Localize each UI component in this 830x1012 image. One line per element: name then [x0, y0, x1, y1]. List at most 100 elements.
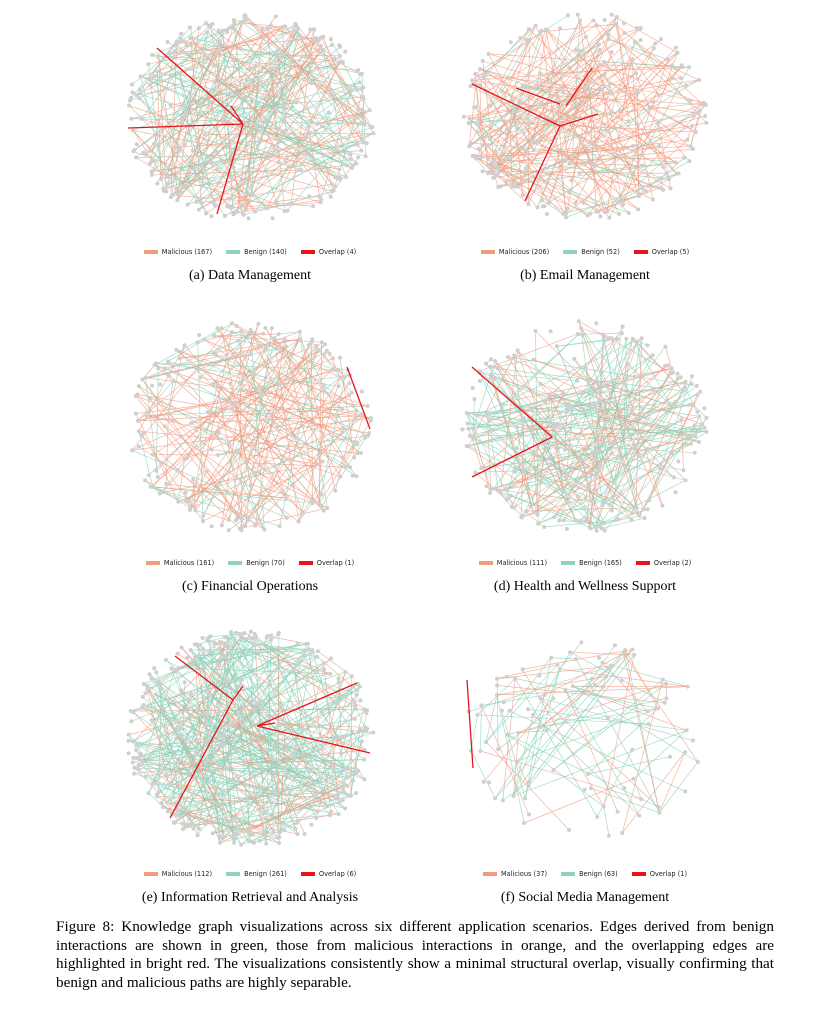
benign-edge	[594, 408, 644, 528]
graph-node	[155, 181, 160, 186]
graph-node	[319, 710, 324, 715]
malicious-edge	[569, 65, 682, 193]
malicious-edge	[507, 418, 637, 490]
graph-node	[681, 468, 686, 473]
malicious-edge	[574, 358, 639, 433]
graph-node	[311, 204, 316, 209]
graph-node	[290, 56, 294, 61]
benign-edge	[602, 334, 637, 508]
malicious-edge	[496, 676, 607, 696]
graph-node	[195, 833, 200, 838]
graph-node	[702, 406, 707, 411]
graph-node	[684, 728, 689, 733]
graph-node	[242, 95, 247, 100]
graph-node	[179, 688, 184, 693]
benign-swatch	[228, 561, 243, 565]
malicious-edge	[529, 39, 647, 192]
benign-edge	[487, 382, 624, 415]
graph-node	[487, 780, 491, 785]
graph-node	[692, 423, 697, 428]
benign-edge	[513, 355, 532, 507]
graph-node	[242, 396, 247, 401]
graph-node	[539, 102, 544, 107]
graph-node	[220, 121, 225, 125]
benign-edge	[602, 662, 688, 687]
graph-node	[609, 451, 614, 456]
graph-node	[475, 130, 480, 135]
graph-node	[354, 791, 359, 795]
graph-node	[246, 517, 251, 522]
malicious-edge	[168, 783, 343, 801]
malicious-edge	[155, 363, 324, 511]
graph-node	[650, 197, 655, 202]
graph-node	[600, 502, 605, 507]
malicious-edge	[516, 427, 532, 507]
graph-node	[143, 478, 148, 483]
malicious-edge	[625, 426, 700, 443]
benign-edge	[538, 496, 613, 524]
graph-node	[329, 43, 334, 48]
graph-node	[260, 26, 265, 31]
graph-node	[171, 379, 175, 384]
malicious-edge	[530, 463, 601, 507]
malicious-edge	[229, 401, 372, 419]
graph-node	[609, 508, 614, 513]
graph-node	[492, 364, 497, 369]
benign-edge	[155, 367, 159, 471]
graph-node	[574, 518, 578, 523]
graph-node	[367, 431, 371, 436]
graph-node	[704, 429, 709, 434]
graph-node	[301, 653, 306, 658]
malicious-edge	[496, 686, 688, 696]
graph-node	[660, 503, 665, 508]
malicious-edge	[228, 350, 319, 444]
graph-node	[645, 446, 650, 451]
graph-node	[600, 87, 605, 92]
graph-node	[243, 13, 248, 18]
graph-node	[578, 48, 583, 53]
benign-edge	[535, 330, 539, 524]
malicious-edge	[611, 41, 636, 112]
legend-label-malicious: Malicious (206)	[498, 248, 550, 256]
graph-node	[467, 434, 472, 438]
graph-node	[238, 388, 243, 393]
benign-edge	[244, 762, 348, 779]
graph-node	[697, 77, 702, 82]
graph-node	[227, 441, 232, 446]
graph-node	[331, 768, 336, 773]
graph-node	[336, 676, 341, 681]
malicious-edge	[218, 163, 357, 184]
graph-node	[277, 835, 282, 840]
graph-node	[246, 216, 251, 221]
graph-node	[491, 159, 496, 163]
malicious-edge	[540, 383, 675, 478]
malicious-edge	[200, 377, 231, 384]
graph-node	[307, 194, 312, 199]
graph-node	[329, 656, 334, 661]
panel-data-management: Malicious (167) Benign (140) Overlap (4)…	[85, 6, 415, 296]
graph-node	[291, 162, 296, 167]
malicious-edge	[595, 125, 693, 167]
malicious-edge	[496, 108, 532, 167]
malicious-edge	[645, 173, 679, 193]
graph-node	[471, 436, 476, 441]
graph-node	[188, 35, 193, 40]
graph-node	[685, 137, 690, 142]
benign-edge	[226, 161, 268, 209]
graph-node	[679, 417, 684, 422]
benign-edge	[572, 685, 603, 688]
graph-node	[269, 633, 274, 638]
graph-node	[645, 343, 650, 348]
malicious-edge	[299, 331, 336, 491]
benign-edge	[147, 706, 206, 825]
graph-node	[348, 152, 353, 157]
graph-node	[364, 711, 369, 715]
graph-node	[557, 518, 562, 523]
graph-node	[579, 459, 584, 464]
legend-label-overlap: Overlap (1)	[649, 870, 688, 878]
graph-node	[174, 39, 179, 44]
graph-node	[188, 25, 192, 30]
graph-node	[487, 418, 492, 423]
graph-node	[231, 834, 236, 839]
graph-node	[276, 332, 281, 337]
